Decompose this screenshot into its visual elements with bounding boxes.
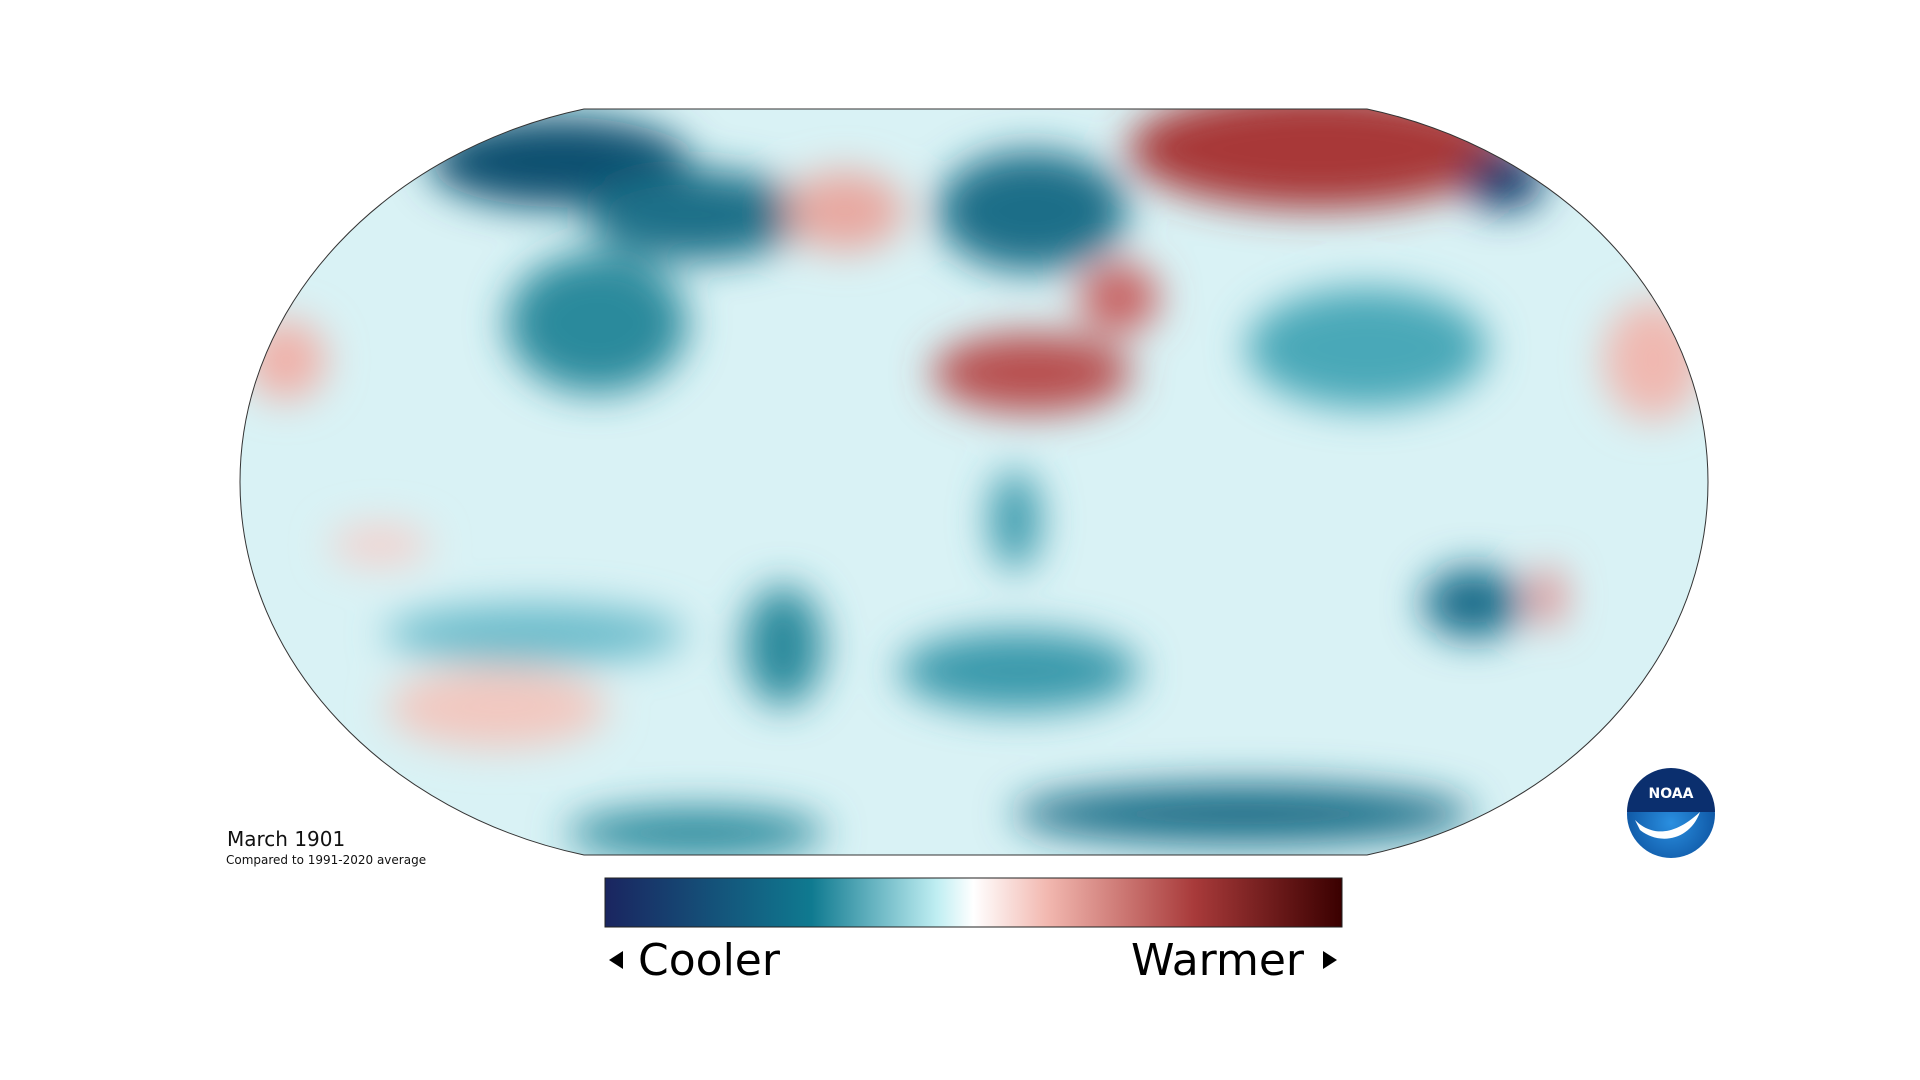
- logo-top: [1627, 768, 1715, 812]
- color-scale: [604, 877, 1343, 928]
- right-arrow: [1323, 951, 1337, 969]
- map-subtitle: Compared to 1991-2020 average: [226, 853, 426, 867]
- anomaly-field: [240, 109, 1708, 855]
- map-outline: [239, 108, 1709, 856]
- noaa-logo: NOAA: [1627, 768, 1715, 858]
- logo-gull: [1635, 812, 1700, 839]
- map-title: March 1901: [227, 827, 345, 851]
- legend-low-label: Cooler: [638, 935, 781, 986]
- left-arrow: [609, 951, 623, 969]
- legend-high-label: Warmer: [1131, 935, 1305, 986]
- logo-text: NOAA: [1649, 786, 1694, 802]
